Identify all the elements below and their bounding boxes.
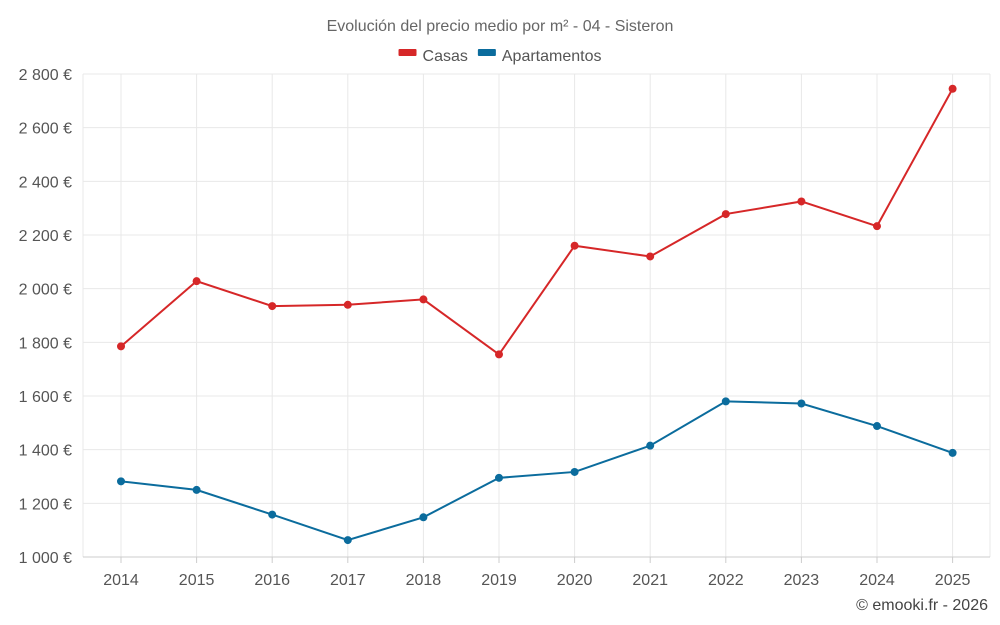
y-tick-label: 1 200 € (19, 496, 72, 513)
x-tick-label: 2025 (935, 572, 971, 589)
data-point (797, 197, 806, 206)
x-axis: 2014 2015 2016 2017 2018 2019 2020 2021 2022 2023… (103, 557, 970, 589)
x-tick-label: 2023 (784, 572, 820, 589)
legend-label: Apartamentos (502, 48, 602, 65)
data-point (419, 513, 428, 522)
data-point (646, 252, 655, 261)
legend-label: Casas (423, 48, 468, 65)
y-tick-label: 1 400 € (19, 443, 72, 460)
x-tick-label: 2021 (632, 572, 668, 589)
series (117, 84, 957, 545)
data-point (192, 277, 201, 286)
x-tick-label: 2019 (481, 572, 517, 589)
data-point (646, 441, 655, 450)
data-point (873, 422, 881, 431)
series-line (120, 88, 954, 356)
legend: Casas Apartamentos (398, 48, 602, 65)
data-point (117, 477, 125, 486)
data-point (948, 448, 957, 457)
y-tick-label: 2 200 € (19, 228, 72, 245)
y-tick-label: 2 000 € (19, 282, 72, 299)
data-point (570, 241, 579, 250)
x-tick-label: 2022 (708, 572, 744, 589)
data-point (192, 485, 201, 494)
chart-title: Evolución del precio medio por m² - 04 -… (327, 18, 674, 35)
y-axis: 1 000 € 1 200 € 1 400 € 1 600 € 1 800 € 2 000… (19, 67, 72, 567)
x-tick-label: 2020 (557, 572, 593, 589)
series-apartamentos (117, 397, 957, 545)
data-point (495, 473, 503, 482)
legend-item-casas[interactable]: Casas (398, 48, 468, 65)
y-tick-label: 2 400 € (19, 174, 72, 191)
y-tick-label: 2 600 € (19, 121, 72, 138)
data-point (495, 350, 503, 359)
data-point (721, 210, 730, 219)
x-tick-label: 2015 (179, 572, 215, 589)
data-point (721, 397, 730, 406)
data-point (117, 342, 125, 351)
data-point (268, 510, 277, 519)
legend-item-apartamentos[interactable]: Apartamentos (477, 48, 602, 65)
data-point (797, 399, 806, 408)
x-tick-label: 2017 (330, 572, 366, 589)
data-point (570, 467, 579, 476)
x-tick-label: 2016 (254, 572, 290, 589)
x-tick-label: 2024 (859, 572, 895, 589)
data-point (343, 536, 352, 545)
legend-swatch (477, 49, 496, 56)
y-tick-label: 1 000 € (19, 550, 72, 567)
data-point (873, 222, 881, 231)
y-tick-label: 2 800 € (19, 67, 72, 84)
x-tick-label: 2018 (406, 572, 442, 589)
data-point (419, 295, 428, 304)
x-tick-label: 2014 (103, 572, 139, 589)
series-line (120, 400, 953, 542)
legend-swatch (398, 49, 417, 56)
data-point (948, 84, 957, 93)
y-tick-label: 1 600 € (19, 389, 72, 406)
series-casas (117, 84, 957, 359)
data-point (268, 302, 277, 311)
grid (82, 73, 991, 558)
y-tick-label: 1 800 € (19, 335, 72, 352)
credit-text: © emooki.fr - 2026 (856, 597, 988, 614)
data-point (343, 300, 352, 309)
